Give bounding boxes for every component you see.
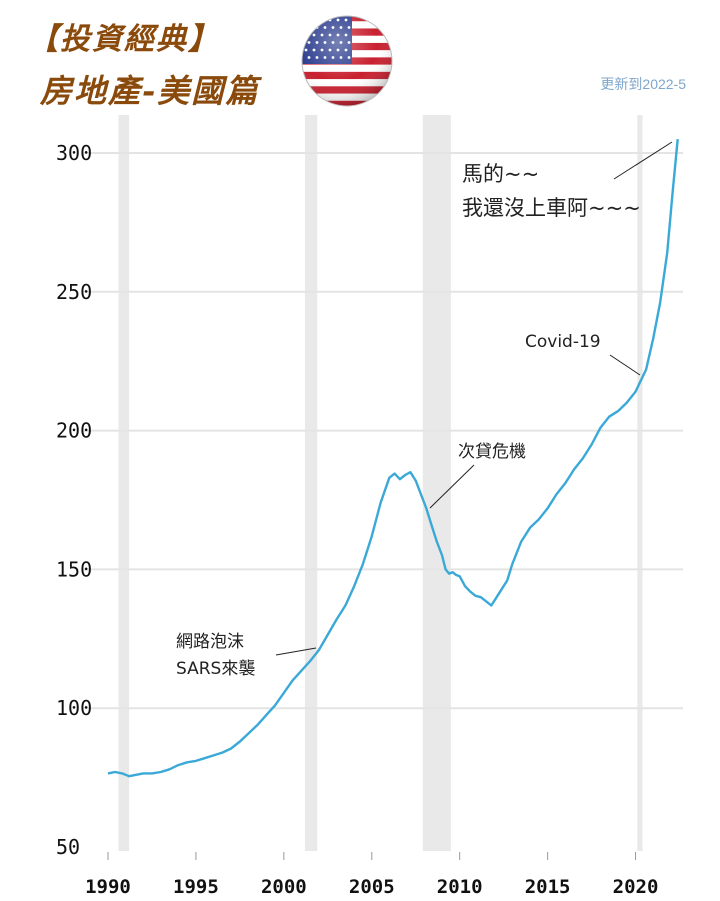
gridlines — [84, 152, 683, 710]
recession-band — [422, 115, 451, 851]
annotation-pointer — [609, 354, 641, 376]
series-line — [107, 138, 679, 778]
x-tick-label: 1990 — [85, 876, 131, 898]
annotation-pointer — [613, 141, 673, 180]
x-tick-label: 2000 — [261, 876, 307, 898]
us-flag-icon — [300, 14, 394, 108]
updated-date: 更新到2022-5 — [600, 76, 686, 92]
x-tick-label: 1995 — [173, 876, 219, 898]
annotation-label: 網路泡沫 — [176, 632, 244, 652]
recession-bands — [118, 115, 643, 851]
y-tick-label: 100 — [56, 696, 92, 720]
y-tick-label: 200 — [56, 419, 92, 443]
annotation-label: Covid-19 — [525, 332, 601, 352]
annotation-label: 馬的~~ — [462, 162, 539, 186]
y-tick-label: 50 — [56, 835, 80, 859]
x-tick-label: 2005 — [349, 876, 395, 898]
title-line-1: 【投資經典】 — [28, 22, 220, 57]
annotation-label: 我還沒上車阿~~~ — [462, 196, 641, 220]
y-tick-label: 150 — [56, 557, 92, 581]
recession-band — [118, 115, 130, 851]
annotation-label: SARS來襲 — [176, 659, 255, 679]
recession-band — [637, 115, 643, 851]
x-axis: 1990 1995 2000 2005 2010 2015 2020 — [85, 852, 658, 898]
annotation-pointer — [429, 464, 475, 509]
annotations: 網路泡沫 SARS來襲 次貸危機 Covid-19 馬的~~ 我還沒上車阿~~~ — [176, 141, 673, 679]
recession-band — [304, 115, 318, 851]
y-tick-label: 300 — [56, 141, 92, 165]
x-tick-label: 2020 — [613, 876, 659, 898]
x-tick-label: 2015 — [525, 876, 571, 898]
x-tick-label: 2010 — [437, 876, 483, 898]
y-tick-label: 250 — [56, 280, 92, 304]
title-line-2: 房地產-美國篇 — [40, 72, 260, 110]
annotation-label: 次貸危機 — [458, 442, 526, 462]
annotation-pointer — [275, 647, 317, 656]
y-axis: 50 100 150 200 250 300 — [56, 141, 92, 859]
